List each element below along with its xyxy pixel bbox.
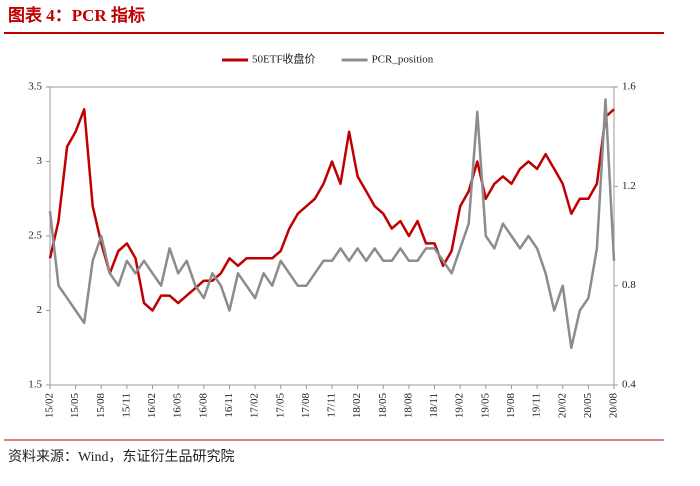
x-tick-label: 17/02 <box>249 393 261 418</box>
x-tick-label: 18/08 <box>402 393 414 419</box>
x-tick-label: 15/08 <box>95 393 107 419</box>
legend-label: 50ETF收盘价 <box>252 52 316 66</box>
x-tick-label: 18/11 <box>428 393 440 418</box>
x-tick-label: 15/11 <box>120 393 132 418</box>
x-tick-label: 19/02 <box>454 393 466 418</box>
x-tick-label: 16/11 <box>223 393 235 418</box>
y-tick-label: 1.5 <box>28 379 42 391</box>
x-tick-label: 15/05 <box>69 393 81 419</box>
x-tick-label: 16/08 <box>197 393 209 419</box>
source: 资料来源：Wind，东证衍生品研究院 <box>8 449 235 465</box>
y2-tick-label: 1.6 <box>622 81 636 93</box>
chart-title: 图表 4：PCR 指标 <box>8 5 145 25</box>
x-tick-label: 18/02 <box>351 393 363 418</box>
series-line <box>48 98 616 350</box>
y2-tick-label: 0.8 <box>622 279 636 291</box>
x-tick-label: 19/05 <box>479 393 491 419</box>
series-line <box>48 108 615 312</box>
y2-tick-label: 0.4 <box>622 379 636 391</box>
x-tick-label: 19/08 <box>505 393 517 419</box>
x-tick-label: 20/05 <box>582 393 594 419</box>
y2-tick-label: 1.2 <box>622 180 636 192</box>
x-tick-label: 17/08 <box>300 393 312 419</box>
x-tick-label: 17/11 <box>326 393 338 418</box>
y-tick-label: 2.5 <box>28 230 42 242</box>
y-tick-label: 3 <box>37 155 43 167</box>
x-tick-label: 15/02 <box>44 393 56 418</box>
x-tick-label: 18/05 <box>377 393 389 419</box>
legend-label: PCR_position <box>372 54 434 66</box>
x-tick-label: 17/05 <box>274 393 286 419</box>
y-tick-label: 3.5 <box>28 81 42 93</box>
x-tick-label: 20/02 <box>556 393 568 418</box>
y-tick-label: 2 <box>37 304 43 316</box>
x-tick-label: 16/05 <box>172 393 184 419</box>
x-tick-label: 19/11 <box>531 393 543 418</box>
x-tick-label: 20/08 <box>608 393 620 419</box>
x-tick-label: 16/02 <box>146 393 158 418</box>
